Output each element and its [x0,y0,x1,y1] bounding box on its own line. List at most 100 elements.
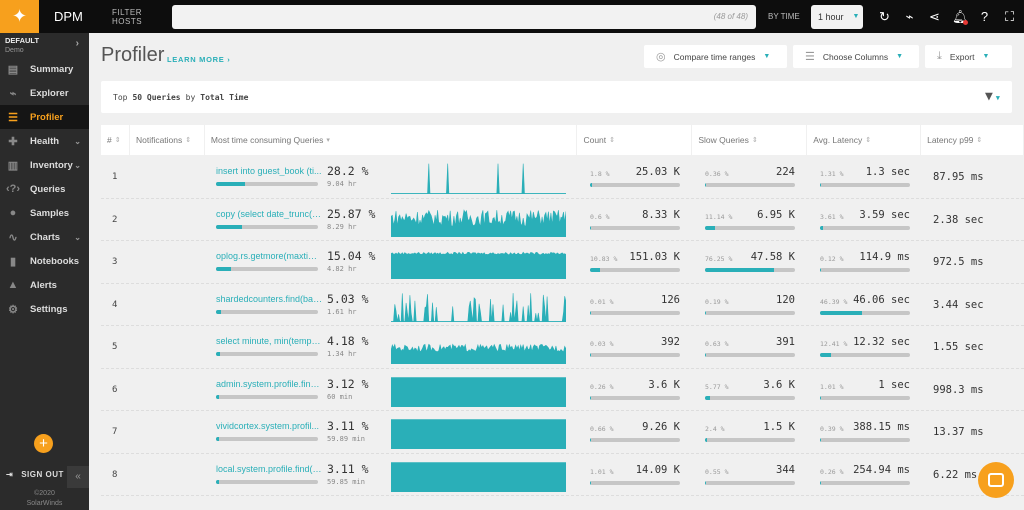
sort-icon: ⇕ [185,137,192,144]
latency-p99: 972.5 ms [933,256,984,268]
query-link[interactable]: insert into guest_book (ti... [216,166,322,176]
table-row[interactable]: 8 local.system.profile.find(o... 3.11 % … [101,454,1024,496]
chart-icon: ∿ [8,231,18,244]
pulse-icon[interactable]: ⌁ [905,8,914,24]
help-icon[interactable]: ? [980,8,989,24]
time-range-value: 1 hour [818,11,844,22]
sidebar-item-settings[interactable]: ⚙ Settings [0,297,89,321]
choose-columns-button[interactable]: ☰ Choose Columns ▼ [793,45,919,68]
query-link[interactable]: shardedcounters.find(bat... [216,293,323,304]
table-row[interactable]: 5 select minute, min(tempe... 4.18 % 1.3… [101,326,1024,369]
query-link[interactable]: local.system.profile.find(o... [216,463,323,474]
row-number: 6 [112,384,118,395]
slow-queries-value: 6.95 K [757,208,795,221]
slow-queries-bar [705,395,795,400]
sidebar-item-alerts[interactable]: ▲ Alerts [0,273,89,297]
column-header-3[interactable]: Count ⇕ [577,125,692,155]
chevron-right-icon: › [75,38,79,49]
avg-latency-bar [820,480,910,485]
query-link[interactable]: select minute, min(tempe... [216,336,323,346]
slow-queries-value: 3.6 K [763,378,795,391]
avg-latency-percent: 46.39 % [820,297,848,306]
column-header-label: Count [583,135,607,145]
compare-time-ranges-button[interactable]: ◎ Compare time ranges ▼ [644,45,787,68]
chat-button[interactable] [978,462,1014,498]
column-header-1[interactable]: Notifications ⇕ [129,125,204,155]
avg-latency-value: 254.94 ms [853,463,910,476]
column-header-label: Latency p99 [927,135,974,145]
column-header-label: Notifications [135,135,183,145]
bubbles-icon: ● [9,207,17,219]
table-row[interactable]: 4 shardedcounters.find(bat... 5.03 % 1.6… [101,284,1024,326]
avg-latency-value: 12.32 sec [853,336,910,348]
count-bar [590,310,680,315]
share-icon[interactable]: ⋖ [929,8,940,24]
sidebar-item-notebooks[interactable]: ▮ Notebooks [0,249,89,273]
sidebar-item-charts[interactable]: ∿ Charts ⌄ [0,225,89,249]
time-share-bar [216,224,318,229]
fullscreen-icon[interactable]: ⛶ [1004,8,1015,24]
time-share-bar [216,267,318,271]
chevron-down-icon: ▼ [982,53,990,60]
sidebar-item-explorer[interactable]: ⌁ Explorer [0,81,89,105]
slow-queries-bar [705,438,795,442]
sidebar-item-samples[interactable]: ● Samples [0,201,89,225]
refresh-icon[interactable]: ↻ [879,8,890,24]
collapse-sidebar-button[interactable]: « [67,466,89,488]
org-selector[interactable]: DEFAULT Demo › [0,33,89,57]
query-link[interactable]: copy (select date_trunc(?:... [216,208,323,219]
query-link[interactable]: admin.system.profile.find... [216,378,323,389]
count-bar [590,438,680,442]
count-bar [590,395,680,400]
avg-latency-value: 388.15 ms [853,421,910,433]
sort-icon: ⇕ [609,137,616,144]
slow-queries-value: 344 [776,463,795,476]
code-icon: ‹?› [5,183,21,195]
solarwinds-logo[interactable]: ✦ [0,0,39,33]
time-percent: 3.11 % [327,419,369,433]
sidebar-item-label: Settings [30,303,68,315]
column-header-0[interactable]: # ⇕ [101,125,129,155]
chevron-down-icon: ▼ [852,13,860,20]
sign-out-button[interactable]: ⇥ SIGN OUT [6,470,64,479]
column-header-4[interactable]: Slow Queries ⇕ [692,125,807,155]
summary-icon: ▤ [7,63,19,76]
bell-icon[interactable]: 🔔︎ [952,8,969,25]
slow-queries-percent: 0.55 % [705,467,729,476]
time-range-select[interactable]: 1 hour ▼ [811,4,863,29]
avg-latency-bar [820,183,910,187]
table-row[interactable]: 2 copy (select date_trunc(?:... 25.87 % … [101,199,1024,241]
sidebar-item-label: Inventory [30,159,73,171]
time-share-bar [216,309,318,314]
sidebar-item-profiler[interactable]: ☰ Profiler [0,105,89,129]
add-button[interactable]: + [34,434,53,453]
learn-more-link[interactable]: LEARN MORE › [167,55,231,64]
column-header-5[interactable]: Avg. Latency ⇕ [807,125,921,155]
sidebar-item-summary[interactable]: ▤ Summary [0,57,89,81]
chevron-down-icon: ⌄ [74,160,81,170]
query-link[interactable]: vividcortex.system.profil... [216,421,320,431]
table-row[interactable]: 6 admin.system.profile.find... 3.12 % 60… [101,369,1024,411]
total-time: 9.04 hr [327,180,357,188]
avg-latency-bar [820,268,910,272]
filter-button[interactable]: ▼ ▼ [985,89,1000,104]
slow-queries-percent: 0.36 % [705,170,729,178]
sidebar-item-health[interactable]: ✚ Health ⌄ [0,129,89,153]
filter-hosts-input[interactable]: (48 of 48) [172,4,756,29]
query-link[interactable]: oplog.rs.getmore(maxtim... [216,251,323,261]
table-row[interactable]: 3 oplog.rs.getmore(maxtim... 15.04 % 4.8… [101,241,1024,284]
column-header-6[interactable]: Latency p99 ⇕ [921,125,1023,155]
export-button[interactable]: ⤓ Export ▼ [925,45,1012,68]
sidebar-item-inventory[interactable]: ▥ Inventory ⌄ [0,153,89,177]
medkit-icon: ✚ [8,135,18,148]
time-percent: 4.18 % [327,334,369,348]
filter-count[interactable]: 50 Queries [132,92,181,102]
sidebar-item-queries[interactable]: ‹?› Queries [0,177,89,201]
count-bar [590,225,680,230]
column-header-2[interactable]: Most time consuming Queries ▾ [204,125,577,155]
table-row[interactable]: 1 insert into guest_book (ti... 28.2 % 9… [101,156,1024,199]
filter-metric[interactable]: Total Time [200,92,249,102]
count-value: 8.33 K [642,208,680,221]
table-row[interactable]: 7 vividcortex.system.profil... 3.11 % 59… [101,411,1024,454]
count-value: 151.03 K [629,251,680,263]
